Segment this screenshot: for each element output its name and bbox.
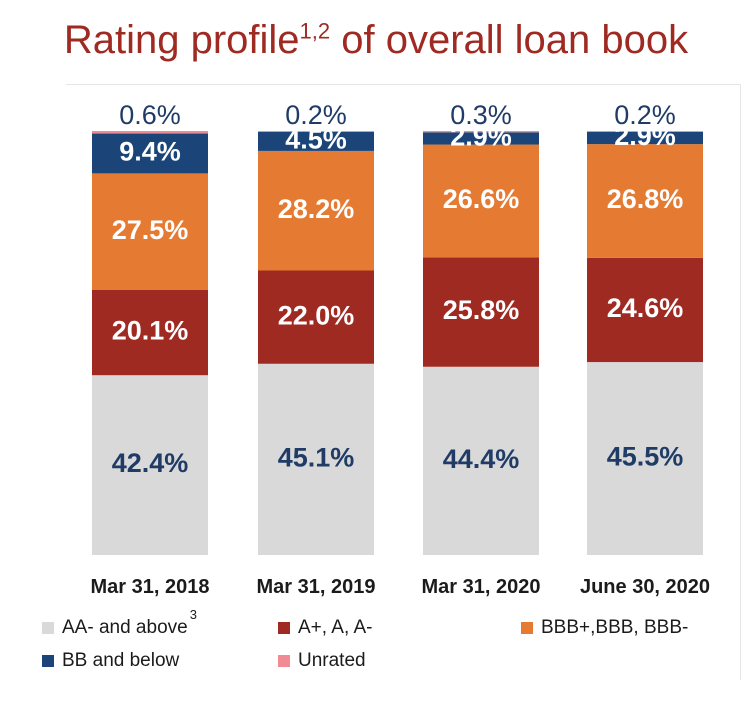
bar-segment-bb-and-below-4 xyxy=(587,131,703,145)
data-label-aa-and-above-1: 42.4% xyxy=(112,448,189,478)
data-label-a-a-a-1: 20.1% xyxy=(112,316,189,346)
bar-segment-a-a-a-2 xyxy=(258,270,374,364)
bar-segment-unrated-1 xyxy=(92,131,208,134)
x-tick-label-2: Mar 31, 2019 xyxy=(257,576,376,598)
data-label-aa-and-above-3: 44.4% xyxy=(443,444,520,474)
data-label-bbb-bbb-bbb-1: 27.5% xyxy=(112,215,189,245)
data-label-a-a-a-3: 25.8% xyxy=(443,295,520,325)
data-label-bbb-bbb-bbb-2: 28.2% xyxy=(278,194,355,224)
data-label-unrated-2: 0.2% xyxy=(285,100,347,130)
data-label-bbb-bbb-bbb-3: 26.6% xyxy=(443,184,520,214)
data-label-unrated-3: 0.3% xyxy=(450,100,512,130)
title-rest: of overall loan book xyxy=(330,18,689,62)
data-label-bb-and-below-2: 4.5% xyxy=(285,125,347,155)
bar-segment-unrated-3 xyxy=(423,131,539,133)
data-label-aa-and-above-4: 45.5% xyxy=(607,442,684,472)
data-label-a-a-a-4: 24.6% xyxy=(607,293,684,323)
bar-segment-bb-and-below-2 xyxy=(258,131,374,151)
title-main: Rating profile xyxy=(63,18,300,62)
x-tick-label-4: June 30, 2020 xyxy=(580,576,710,598)
bar-segment-unrated-2 xyxy=(258,131,374,132)
bar-segment-aa-and-above-1 xyxy=(92,375,208,555)
title-footnote: 1,2 xyxy=(299,18,331,44)
chart-title: Rating profile1,2 of overall loan book xyxy=(0,18,752,63)
data-label-bb-and-below-3: 2.9% xyxy=(450,122,512,152)
chart-panel xyxy=(66,84,741,680)
bar-segment-aa-and-above-4 xyxy=(587,362,703,555)
bar-segment-a-a-a-4 xyxy=(587,257,703,363)
data-label-bb-and-below-1: 9.4% xyxy=(119,137,181,167)
bar-segment-aa-and-above-3 xyxy=(423,366,539,555)
bar-segment-unrated-4 xyxy=(587,131,703,132)
data-label-bb-and-below-4: 2.9% xyxy=(614,121,676,151)
bar-segment-a-a-a-3 xyxy=(423,257,539,367)
bar-segment-bbb-bbb-bbb-1 xyxy=(92,173,208,290)
data-label-bbb-bbb-bbb-4: 26.8% xyxy=(607,184,684,214)
bar-segment-a-a-a-1 xyxy=(92,290,208,376)
data-label-a-a-a-2: 22.0% xyxy=(278,300,355,330)
x-tick-label-3: Mar 31, 2020 xyxy=(422,576,541,598)
bar-segment-bbb-bbb-bbb-3 xyxy=(423,144,539,258)
bar-segment-bbb-bbb-bbb-2 xyxy=(258,150,374,271)
bar-segment-bb-and-below-3 xyxy=(423,132,539,145)
data-label-unrated-4: 0.2% xyxy=(614,100,676,130)
x-tick-label-1: Mar 31, 2018 xyxy=(91,576,210,598)
bar-segment-aa-and-above-2 xyxy=(258,363,374,555)
bar-segment-bbb-bbb-bbb-4 xyxy=(587,144,703,258)
bar-segment-bb-and-below-1 xyxy=(92,133,208,174)
data-label-unrated-1: 0.6% xyxy=(119,100,181,130)
data-label-aa-and-above-2: 45.1% xyxy=(278,443,355,473)
